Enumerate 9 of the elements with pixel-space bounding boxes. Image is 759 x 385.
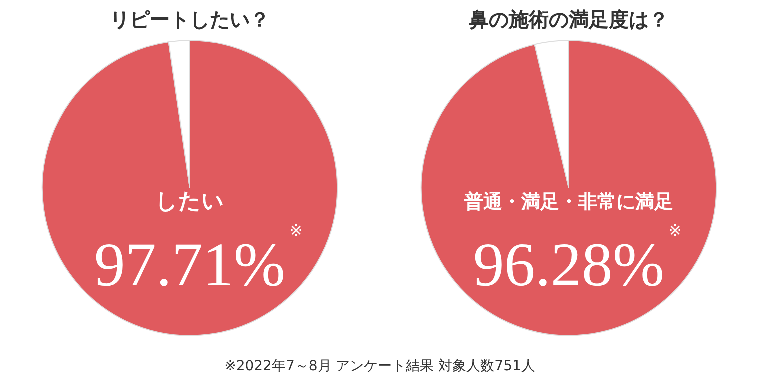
chart-title: リピートしたい？ (110, 8, 270, 32)
data-label: 96.28% (473, 231, 665, 300)
slice-label: 普通・満足・非常に満足 (464, 191, 674, 214)
data-label: 97.71% (94, 231, 286, 300)
text: ※2022年7～8月 アンケート結果 対象人数751人 (224, 358, 536, 374)
text: ※ (290, 220, 303, 240)
chart-title: 鼻の施術の満足度は？ (468, 8, 669, 32)
text: ※ (668, 220, 682, 240)
slice-label: したい (156, 190, 224, 215)
